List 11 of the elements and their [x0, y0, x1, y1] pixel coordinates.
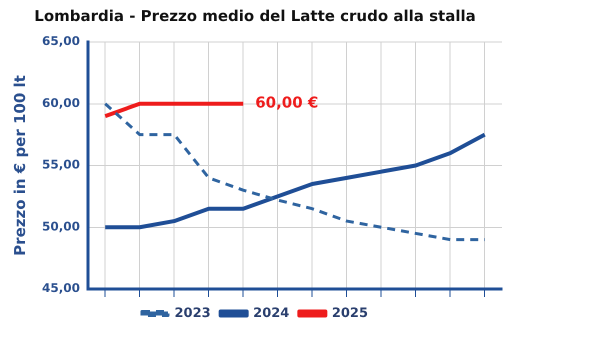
y-axis-title: Prezzo in € per 100 lt: [10, 75, 29, 256]
y-tick-label: 55,00: [42, 158, 80, 172]
legend-label: 2024: [253, 306, 290, 321]
legend-label: 2025: [332, 306, 368, 321]
annotation: 60,00 €: [255, 94, 318, 112]
y-tick-label: 45,00: [42, 281, 80, 296]
legend-label: 2023: [174, 306, 211, 321]
y-tick-label: 50,00: [42, 219, 80, 234]
y-tick-label: 65,00: [42, 34, 80, 48]
chart-title: Lombardia - Prezzo medio del Latte crudo alla stalla: [34, 6, 476, 25]
y-tick-label: 60,00: [42, 96, 80, 110]
